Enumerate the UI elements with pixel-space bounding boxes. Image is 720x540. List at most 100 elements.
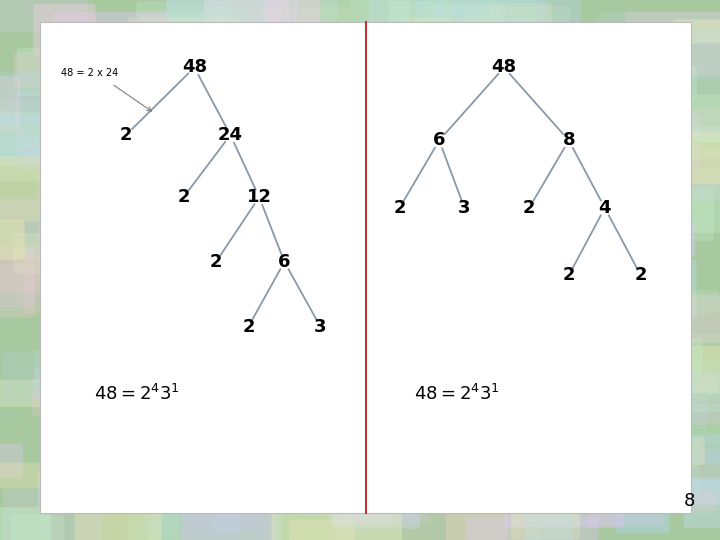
Text: 48 = 2 x 24: 48 = 2 x 24: [61, 68, 119, 78]
FancyBboxPatch shape: [467, 516, 599, 540]
FancyBboxPatch shape: [84, 165, 127, 204]
FancyBboxPatch shape: [118, 463, 232, 501]
FancyBboxPatch shape: [241, 99, 297, 144]
FancyBboxPatch shape: [71, 442, 207, 478]
FancyBboxPatch shape: [24, 246, 121, 313]
FancyBboxPatch shape: [424, 0, 537, 60]
FancyBboxPatch shape: [389, 1, 502, 71]
FancyBboxPatch shape: [364, 115, 418, 180]
FancyBboxPatch shape: [94, 388, 208, 453]
FancyBboxPatch shape: [0, 100, 72, 166]
FancyBboxPatch shape: [496, 309, 546, 342]
FancyBboxPatch shape: [15, 91, 95, 147]
FancyBboxPatch shape: [605, 109, 720, 137]
FancyBboxPatch shape: [43, 79, 168, 105]
FancyBboxPatch shape: [329, 478, 392, 524]
FancyBboxPatch shape: [40, 370, 128, 438]
FancyBboxPatch shape: [166, 0, 297, 39]
FancyBboxPatch shape: [369, 50, 428, 104]
Text: $48 = 2^43^1$: $48 = 2^43^1$: [94, 384, 179, 404]
FancyBboxPatch shape: [217, 218, 343, 280]
FancyBboxPatch shape: [518, 455, 582, 484]
FancyBboxPatch shape: [73, 99, 128, 131]
FancyBboxPatch shape: [601, 396, 708, 429]
FancyBboxPatch shape: [416, 0, 545, 36]
FancyBboxPatch shape: [41, 468, 92, 497]
FancyBboxPatch shape: [34, 368, 146, 400]
FancyBboxPatch shape: [0, 157, 60, 221]
FancyBboxPatch shape: [127, 415, 215, 442]
FancyBboxPatch shape: [513, 161, 602, 230]
FancyBboxPatch shape: [216, 353, 258, 383]
FancyBboxPatch shape: [290, 238, 379, 305]
FancyBboxPatch shape: [100, 75, 225, 109]
FancyBboxPatch shape: [433, 322, 477, 357]
FancyBboxPatch shape: [81, 53, 132, 75]
FancyBboxPatch shape: [624, 132, 720, 184]
FancyBboxPatch shape: [557, 144, 662, 208]
Text: 2: 2: [562, 266, 575, 285]
FancyBboxPatch shape: [526, 404, 568, 427]
FancyBboxPatch shape: [490, 3, 552, 59]
FancyBboxPatch shape: [270, 22, 325, 79]
FancyBboxPatch shape: [512, 483, 580, 527]
FancyBboxPatch shape: [99, 350, 210, 380]
Text: 4: 4: [598, 199, 611, 217]
FancyBboxPatch shape: [226, 377, 269, 439]
FancyBboxPatch shape: [616, 372, 720, 423]
FancyBboxPatch shape: [158, 148, 266, 204]
FancyBboxPatch shape: [41, 184, 84, 225]
FancyBboxPatch shape: [680, 434, 720, 464]
FancyBboxPatch shape: [225, 397, 307, 432]
FancyBboxPatch shape: [585, 98, 645, 138]
FancyBboxPatch shape: [611, 291, 719, 314]
FancyBboxPatch shape: [568, 337, 694, 390]
Text: 48: 48: [182, 58, 207, 77]
FancyBboxPatch shape: [10, 515, 64, 540]
FancyBboxPatch shape: [289, 519, 354, 540]
FancyBboxPatch shape: [245, 232, 375, 280]
FancyBboxPatch shape: [593, 211, 665, 249]
FancyBboxPatch shape: [598, 339, 703, 374]
FancyBboxPatch shape: [451, 91, 526, 160]
FancyBboxPatch shape: [219, 444, 328, 497]
FancyBboxPatch shape: [222, 303, 273, 355]
FancyBboxPatch shape: [310, 132, 422, 170]
FancyBboxPatch shape: [18, 145, 60, 170]
FancyBboxPatch shape: [0, 199, 91, 259]
FancyBboxPatch shape: [265, 0, 320, 39]
FancyBboxPatch shape: [372, 303, 498, 339]
FancyBboxPatch shape: [0, 112, 72, 181]
FancyBboxPatch shape: [76, 214, 194, 279]
FancyBboxPatch shape: [89, 404, 181, 439]
FancyBboxPatch shape: [307, 208, 366, 242]
FancyBboxPatch shape: [581, 373, 717, 395]
FancyBboxPatch shape: [0, 507, 51, 540]
FancyBboxPatch shape: [441, 106, 510, 132]
FancyBboxPatch shape: [148, 495, 283, 540]
FancyBboxPatch shape: [127, 17, 239, 80]
FancyBboxPatch shape: [182, 198, 246, 242]
FancyBboxPatch shape: [618, 404, 720, 445]
FancyBboxPatch shape: [60, 210, 189, 244]
FancyBboxPatch shape: [158, 103, 220, 166]
FancyBboxPatch shape: [166, 184, 264, 225]
FancyBboxPatch shape: [443, 230, 575, 258]
FancyBboxPatch shape: [122, 219, 171, 245]
FancyBboxPatch shape: [268, 337, 333, 381]
FancyBboxPatch shape: [37, 170, 112, 199]
FancyBboxPatch shape: [522, 157, 629, 182]
FancyBboxPatch shape: [48, 146, 168, 174]
FancyBboxPatch shape: [515, 146, 648, 180]
FancyBboxPatch shape: [111, 273, 237, 334]
Text: 48 using Tree Diagram: 48 using Tree Diagram: [184, 78, 536, 106]
FancyBboxPatch shape: [238, 316, 298, 347]
FancyBboxPatch shape: [445, 411, 567, 463]
FancyBboxPatch shape: [321, 333, 374, 390]
FancyBboxPatch shape: [13, 233, 142, 274]
FancyBboxPatch shape: [165, 421, 271, 443]
Text: 12: 12: [247, 188, 271, 206]
FancyBboxPatch shape: [361, 339, 426, 406]
FancyBboxPatch shape: [376, 434, 415, 469]
FancyBboxPatch shape: [298, 342, 381, 372]
